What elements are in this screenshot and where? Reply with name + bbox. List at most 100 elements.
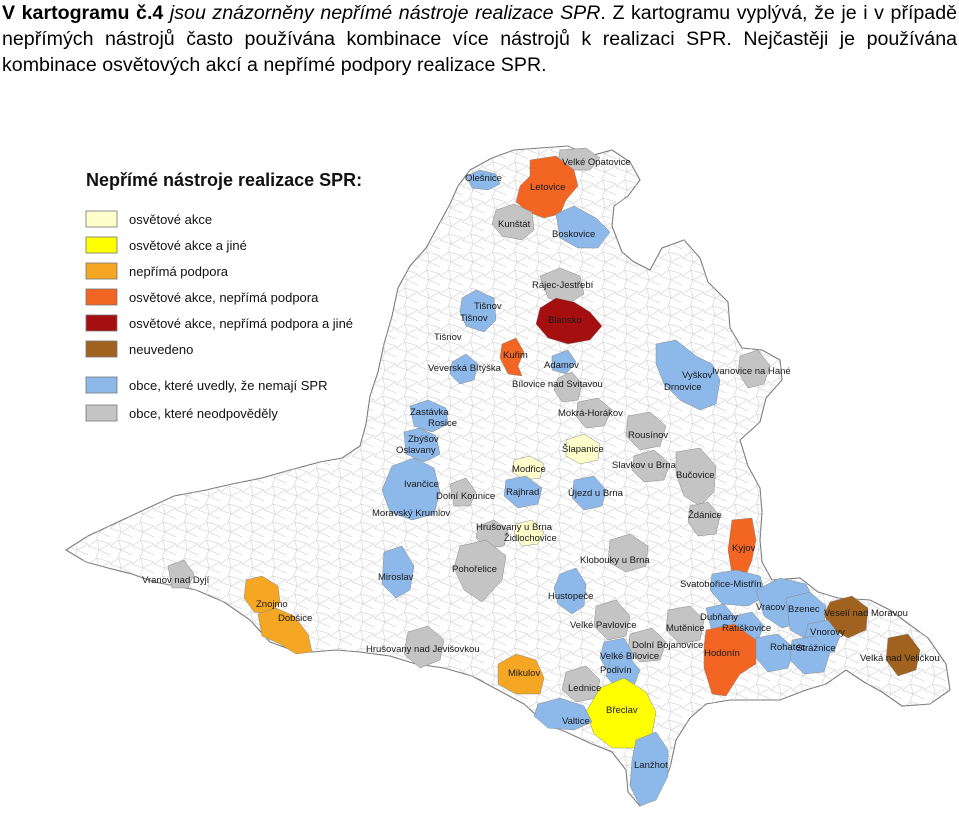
label-hrusovany-nad-jevisovkou: Hrušovany nad Jevišovkou (366, 644, 480, 655)
municipality-olesnice (465, 169, 501, 191)
municipality-vyskov (655, 339, 721, 411)
label-bilovice-nad-svitavou: Bílovice nad Svitavou (512, 379, 603, 390)
municipality-rajec-jestrebi (539, 267, 585, 305)
legend-title: Nepřímé nástroje realizace SPR: (86, 170, 362, 190)
label-moravsky-krumlov: Moravský Krumlov (372, 508, 450, 519)
municipality-zdanice (687, 501, 721, 537)
municipality-klobouky-u-brna (607, 533, 649, 573)
label-velka-nad-velickou: Velká nad Veličkou (860, 653, 940, 664)
intro-text-1: jsou znázorněny nepřímé nástroje realiza… (163, 2, 601, 24)
label-rajec-jestrebi: Rájec-Jestřebí (532, 280, 594, 291)
municipality-velka-nad-velickou (885, 633, 921, 677)
label-slavkov-u-brna: Slavkov u Brna (612, 460, 677, 471)
label-pohorelice: Pohořelice (452, 564, 497, 575)
municipality-tisnov (459, 289, 497, 333)
label-veverska-bityska: Veverská Bítýška (428, 363, 502, 374)
label-mutenice: Mutěnice (666, 623, 705, 634)
municipality-veseli-nad-moravou (823, 595, 869, 639)
label-zbysov: Zbýšov (408, 434, 439, 445)
label-boskovice: Boskovice (552, 229, 595, 240)
intro-text-2: . Z kartogramu vyplývá, že je i v případ… (2, 2, 957, 76)
legend-label-osvetove-akce-neprima-podpora-a-jine: osvětové akce, nepřímá podpora a jiné (129, 316, 353, 331)
municipality-mokra-horakov (575, 397, 613, 429)
label-vracov: Vracov (756, 602, 785, 613)
label-modrice: Modřice (512, 464, 546, 475)
label-bzenec: Bzenec (788, 604, 820, 615)
municipality-valtice (533, 697, 593, 731)
legend-label-osvetove-akce-a-jine: osvětové akce a jiné (129, 238, 247, 253)
municipality-blansko (535, 297, 603, 345)
municipality-hodonin (703, 623, 757, 697)
legend-label-osvetove-akce-neprima-podpora: osvětové akce, nepřímá podpora (129, 290, 319, 305)
label-vyskov: Vyškov (682, 370, 713, 381)
municipality-straznice (789, 635, 831, 675)
label-dobsice: Dobšice (278, 613, 312, 624)
legend-swatch-neprima-podpora (85, 262, 118, 280)
label-podivin: Podivín (600, 665, 632, 676)
label-zidlochovice: Židlochovice (504, 533, 557, 544)
municipality-svatoborice-mistrin (709, 569, 767, 607)
label-ivancice: Ivančice (404, 479, 439, 490)
municipality-slavkov-u-brna (631, 449, 671, 483)
label-oslavany: Oslavany (396, 445, 436, 456)
legend-swatch-osvetove-akce-neprima-podpora-a-jine (85, 314, 118, 332)
label-mokra-horakov: Mokrá-Horákov (558, 408, 623, 419)
municipality-dolni-kounice (449, 477, 477, 507)
label-zdanice: Ždánice (688, 510, 722, 521)
label-lanzhot: Lanžhot (634, 760, 668, 771)
municipality-veverska-bityska (449, 353, 479, 385)
label-veseli-nad-moravou: Veselí nad Moravou (824, 608, 908, 619)
label-slapanice: Šlapanice (562, 444, 604, 455)
label-olesnice: Olešnice (465, 173, 502, 184)
intro-paragraph: V kartogramu č.4 jsou znázorněny nepřímé… (2, 0, 957, 78)
label-tisnov-2: Tišnov (460, 313, 488, 324)
municipality-modrice (511, 455, 545, 481)
label-adamov: Adamov (544, 360, 579, 371)
municipality-ivancice (381, 457, 441, 521)
label-kyjov: Kyjov (732, 543, 755, 554)
label-vnorovy: Vnorovy (810, 627, 845, 638)
municipality-rajhrad (503, 475, 543, 509)
municipality-hustopece (553, 567, 587, 615)
label-kunstat: Kunštát (498, 219, 531, 230)
map-legend: Nepřímé nástroje realizace SPR: osvětové… (85, 170, 362, 422)
municipality-slapanice (565, 433, 601, 465)
label-dubnany: Dubňany (700, 612, 738, 623)
municipality-miroslav (381, 545, 415, 599)
municipality-bilovice-nad-svitavou (553, 371, 583, 403)
municipality-layer (167, 147, 921, 807)
legend-swatch-osvetove-akce-a-jine (85, 236, 118, 254)
legend-swatch-osvetove-akce (85, 210, 118, 228)
label-klobouky-u-brna: Klobouky u Brna (580, 555, 650, 566)
label-breclav: Břeclav (606, 705, 638, 716)
legend-label-osvetove-akce: osvětové akce (129, 212, 212, 227)
municipality-rousinov (625, 411, 667, 451)
municipality-pohorelice (453, 539, 507, 603)
municipality-velke-pavlovice (593, 599, 631, 641)
municipality-lanzhot (629, 731, 669, 807)
label-zastavka: Zastávka (410, 407, 449, 418)
label-rosice: Rosice (428, 418, 457, 429)
label-miroslav: Miroslav (378, 572, 414, 583)
label-straznice: Strážnice (796, 643, 836, 654)
legend-swatch-osvetove-akce-neprima-podpora (85, 288, 118, 306)
label-drnovice: Drnovice (664, 382, 702, 393)
municipality-adamov (551, 349, 577, 375)
intro-heading: V kartogramu č.4 (2, 2, 164, 24)
legend-swatch-obce-nemaji-spr (85, 376, 118, 394)
legend-label-neuvedeno: neuvedeno (129, 342, 193, 357)
label-letovice: Letovice (530, 182, 565, 193)
municipality-kyjov (727, 517, 757, 581)
municipality-kurim (499, 337, 525, 377)
label-dolni-bojanovice: Dolní Bojanovice (632, 640, 703, 651)
label-hrusovany-u-brna: Hrušovany u Brna (476, 522, 553, 533)
municipality-mikulov (497, 653, 545, 695)
label-layer: Velké Opatovice Olešnice Letovice Kunštá… (142, 157, 940, 771)
label-hustopece: Hustopeče (548, 591, 593, 602)
municipality-zbysov (403, 427, 441, 463)
municipality-mutenice (665, 605, 705, 645)
municipality-zidlochovice (513, 519, 545, 547)
legend-swatch-obce-neodpovedely (85, 404, 118, 422)
municipality-vranov-nad-dyji (167, 559, 195, 589)
